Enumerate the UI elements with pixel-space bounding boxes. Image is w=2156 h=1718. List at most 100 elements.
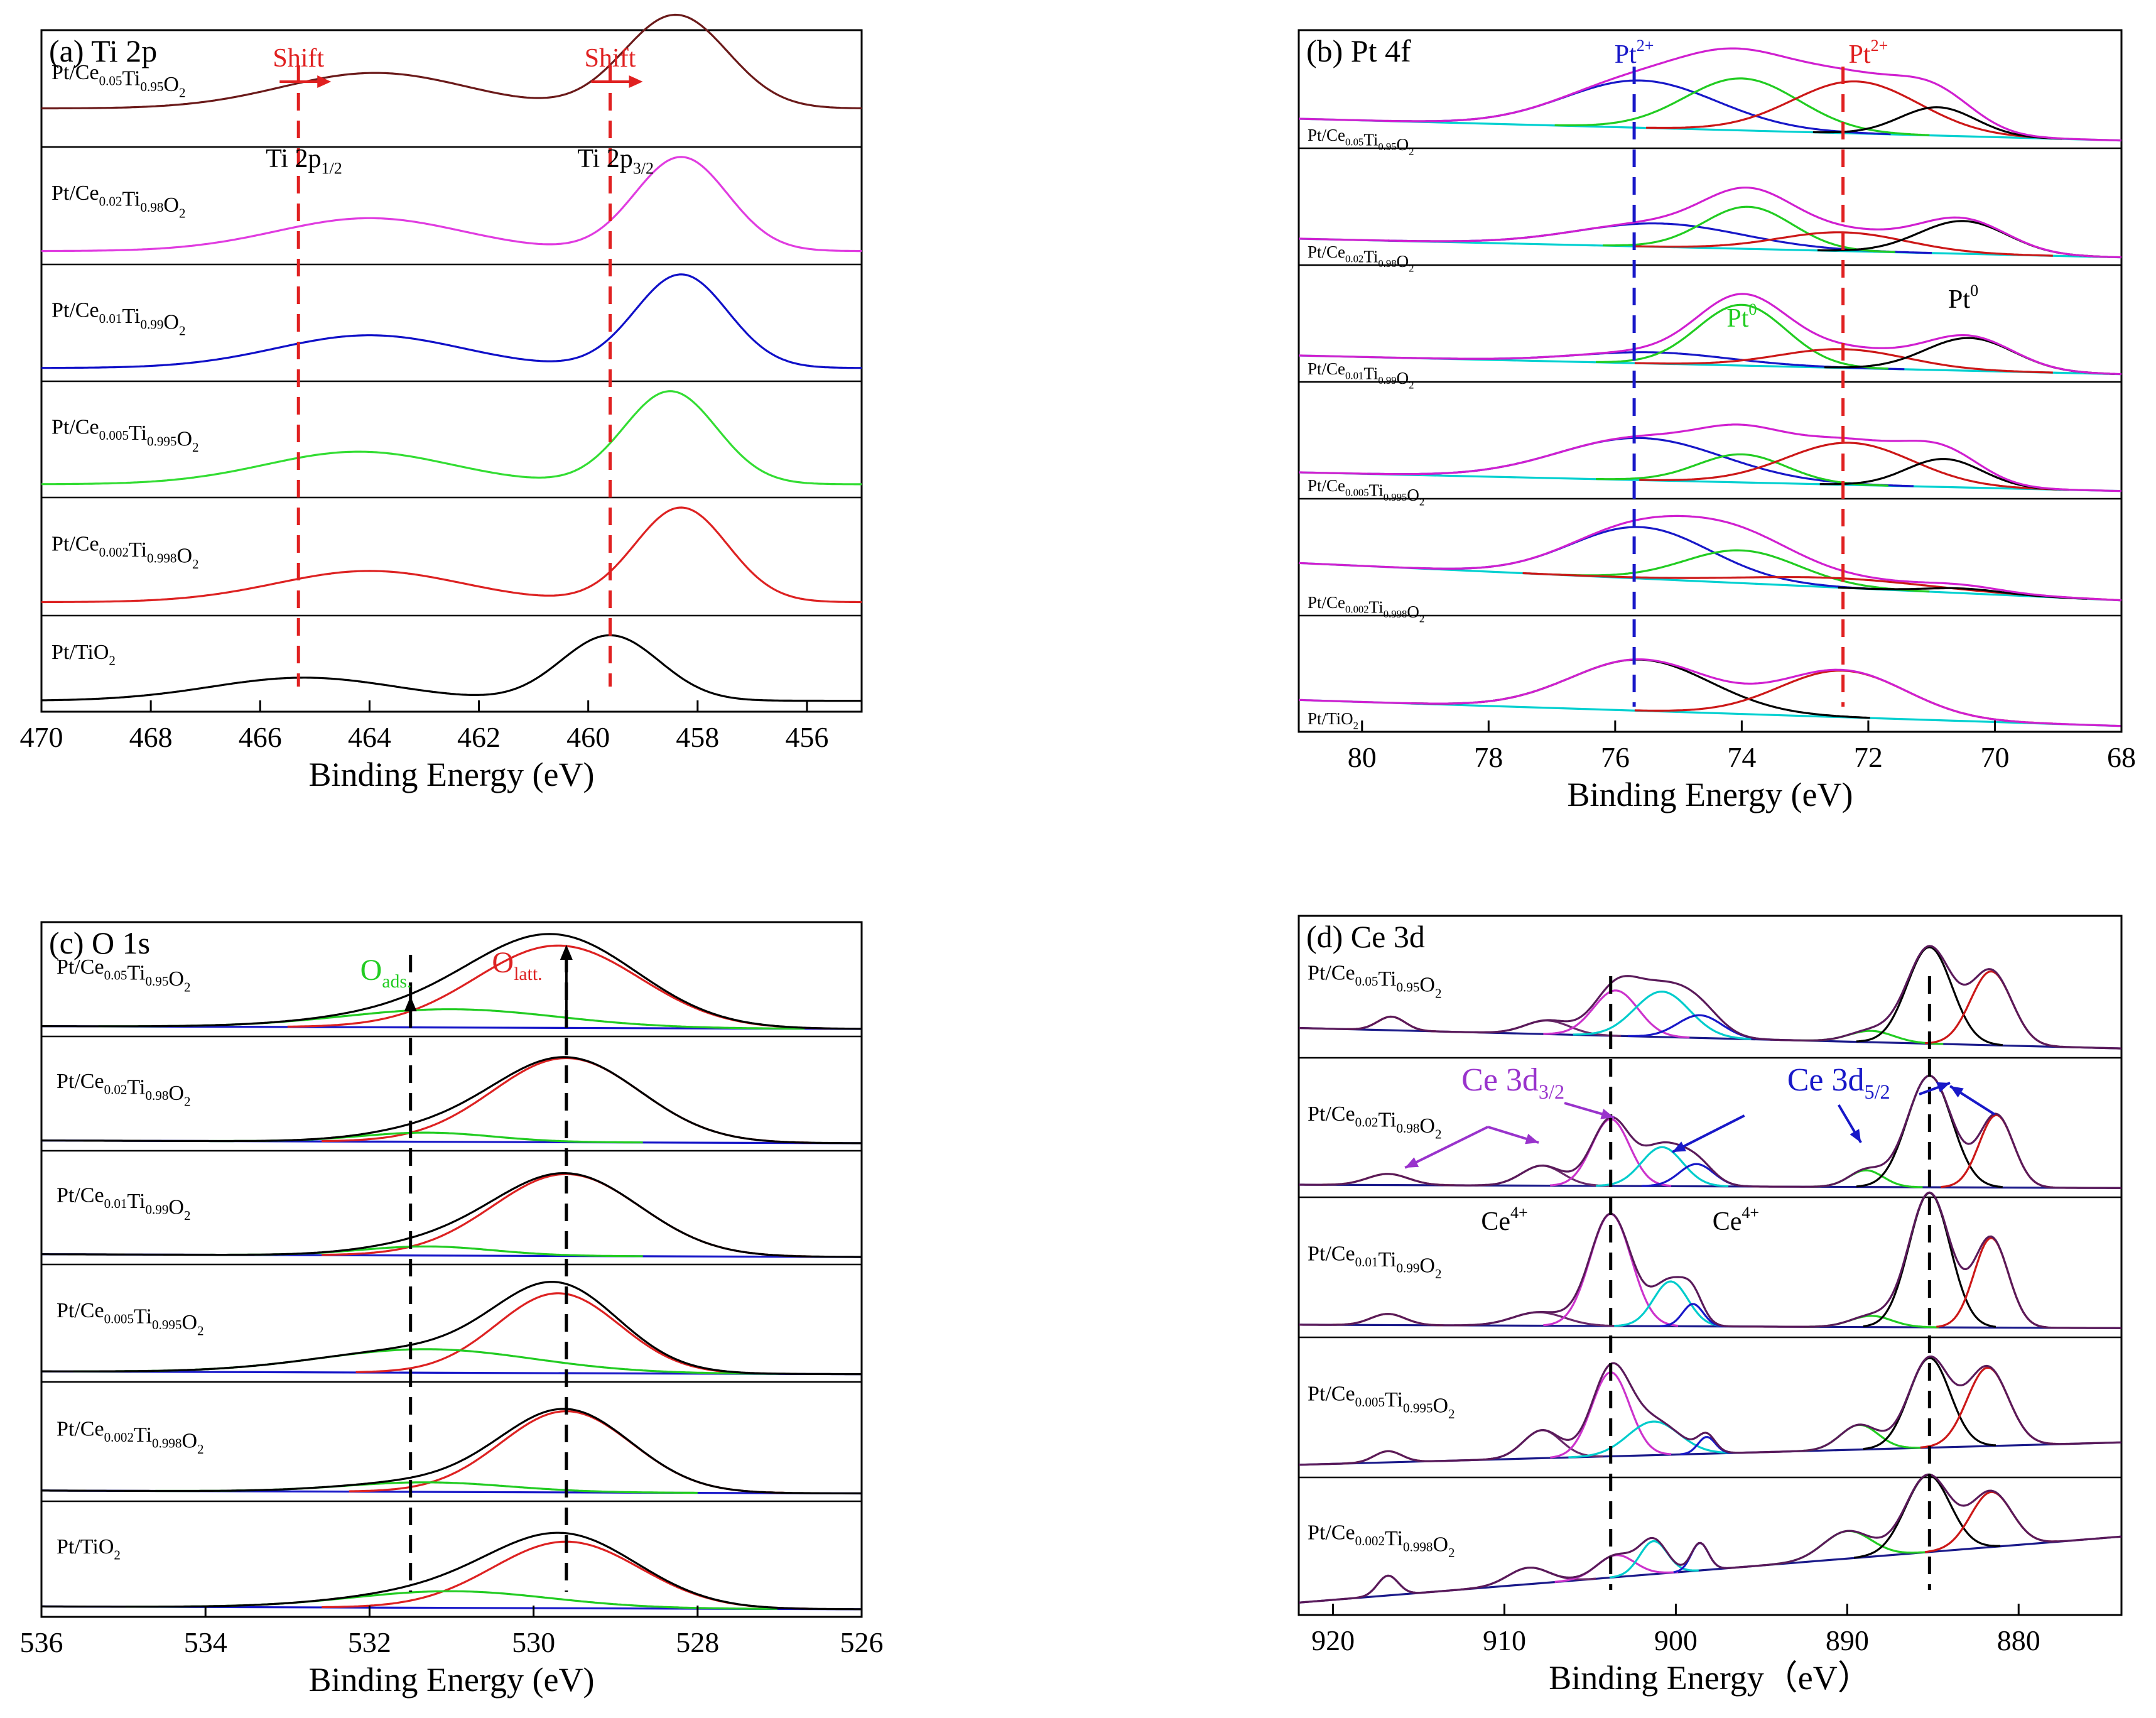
envelope-line — [1298, 1355, 2122, 1466]
fit-component-line — [1568, 1420, 1738, 1459]
sample-label: Pt/Ce0.01Ti0.99O2 — [1308, 359, 1414, 391]
envelope-line — [1298, 47, 2122, 142]
sample-label: Pt/Ce0.002Ti0.998O2 — [51, 533, 199, 572]
envelope-line — [41, 1172, 862, 1258]
peak-arrow-head — [560, 945, 573, 960]
envelope-line — [41, 1408, 862, 1495]
x-tick-label: 910 — [1483, 1624, 1526, 1656]
annotation-label: Olatt. — [492, 946, 542, 984]
peak-arrow-head — [404, 996, 417, 1011]
fit-component-line — [1925, 970, 2058, 1048]
sample-5: Pt/TiO2 — [1298, 658, 2122, 732]
fit-component-line — [1596, 303, 1888, 370]
annotation-label: Pt2+ — [1615, 36, 1654, 69]
fit-component-line — [1543, 989, 1690, 1039]
x-axis-label: Binding Energy (eV) — [309, 1661, 595, 1699]
assignment-arrow-head — [1405, 1157, 1419, 1168]
sample-label: Pt/TiO2 — [1308, 709, 1358, 732]
fit-component-line — [1596, 453, 1888, 487]
fit-component-line — [1614, 1280, 1726, 1327]
assignment-arrow-head — [1850, 1129, 1861, 1143]
envelope-line — [1298, 945, 2122, 1050]
assignment-arrow — [1672, 1114, 1745, 1153]
assignment-arrow — [1404, 1126, 1489, 1169]
assignment-arrow-head — [1525, 1133, 1539, 1144]
envelope-line — [41, 1281, 862, 1376]
sample-4: Pt/Ce0.002Ti0.998O2 — [41, 1408, 862, 1495]
envelope-line — [41, 933, 862, 1030]
background-line — [1298, 1324, 2122, 1329]
x-tick-label: 528 — [676, 1626, 719, 1658]
panel-0: Pt/Ce0.05Ti0.95O2 Pt/Ce0.02Ti0.98O2 Pt/Ce0… — [20, 13, 863, 793]
sample-label: Pt/Ce0.02Ti0.98O2 — [51, 182, 186, 221]
x-tick-label: 468 — [129, 721, 173, 753]
envelope-line — [1299, 293, 2122, 376]
shift-arrow-head — [629, 75, 643, 88]
sample-4: Pt/Ce0.002Ti0.998O2 — [1298, 1473, 2122, 1604]
annotation-label: Ce 3d5/2 — [1787, 1062, 1890, 1103]
x-tick-label: 72 — [1854, 741, 1883, 773]
x-tick-label: 462 — [457, 721, 501, 753]
x-tick-label: 900 — [1654, 1624, 1698, 1656]
plot-frame — [1297, 29, 2123, 733]
fit-component-line — [1603, 205, 1895, 253]
sample-label: Pt/Ce0.005Ti0.995O2 — [51, 415, 199, 455]
annotation-label: Ti 2p1/2 — [266, 144, 342, 178]
assignment-arrow-head — [1600, 1109, 1615, 1119]
sample-1: Pt/Ce0.02Ti0.98O2 — [1298, 187, 2122, 275]
x-axis-label: Binding Energy (eV) — [309, 756, 595, 793]
envelope-line — [1299, 1074, 2121, 1189]
sample-2: Pt/Ce0.01Ti0.99O2 — [41, 1172, 862, 1258]
sample-3: Pt/Ce0.005Ti0.995O2 — [41, 390, 862, 486]
fit-component-line — [1554, 549, 1930, 593]
sample-0: Pt/Ce0.05Ti0.95O2 — [1298, 945, 2122, 1050]
sample-1: Pt/Ce0.02Ti0.98O2 — [1298, 1074, 2122, 1189]
x-tick-label: 526 — [840, 1626, 884, 1658]
annotation-label: Shift — [273, 44, 324, 73]
plot-frame — [1297, 915, 2123, 1616]
envelope-line — [1298, 658, 2122, 727]
sample-label: Pt/Ce0.05Ti0.95O2 — [1308, 126, 1414, 158]
panel-3: Pt/Ce0.05Ti0.95O2 Pt/Ce0.02Ti0.98O2 Pt/Ce0… — [1297, 915, 2123, 1697]
sample-label: Pt/Ce0.05Ti0.95O2 — [51, 61, 186, 101]
x-axis-label: Binding Energy (eV) — [1568, 776, 1853, 813]
fit-component-line — [1646, 80, 2065, 140]
fit-component-line — [1673, 1541, 1726, 1574]
envelope-line — [41, 1056, 862, 1144]
spectrum-line — [41, 273, 862, 369]
fit-component-line — [1769, 1530, 1926, 1566]
annotation-label: Shift — [585, 44, 636, 73]
envelope-line — [1299, 1191, 2121, 1329]
panel-title: (c) O 1s — [49, 925, 150, 960]
panel-title: (d) Ce 3d — [1306, 919, 1425, 954]
sample-4: Pt/Ce0.002Ti0.998O2 — [1298, 514, 2122, 625]
x-tick-label: 74 — [1727, 741, 1756, 773]
x-tick-label: 890 — [1826, 1624, 1869, 1656]
sample-5: Pt/TiO2 — [41, 1531, 862, 1611]
annotation-label: Oads. — [360, 954, 412, 992]
sample-5: Pt/TiO2 — [41, 634, 862, 702]
sample-2: Pt/Ce0.01Ti0.99O2 — [1298, 293, 2122, 391]
x-tick-label: 70 — [1980, 741, 2009, 773]
x-tick-label: 530 — [512, 1626, 555, 1658]
shift-arrow-head — [317, 75, 332, 88]
sample-label: Pt/Ce0.05Ti0.95O2 — [57, 955, 191, 995]
annotation-label: Ce 3d3/2 — [1461, 1062, 1564, 1103]
envelope-line — [1299, 423, 2122, 492]
plot-frame — [40, 29, 863, 713]
fit-component-line — [1863, 1357, 1996, 1450]
panel-title: (a) Ti 2p — [49, 33, 157, 68]
fit-component-line — [1797, 1423, 1920, 1452]
sample-label: Pt/Ce0.05Ti0.95O2 — [1308, 962, 1442, 1001]
fit-component-line — [1475, 1165, 1610, 1187]
sample-label: Pt/Ce0.01Ti0.99O2 — [51, 299, 186, 339]
fit-component-line — [1941, 1114, 2053, 1188]
sample-label: Pt/Ce0.002Ti0.998O2 — [57, 1418, 204, 1457]
sample-2: Pt/Ce0.01Ti0.99O2 — [1298, 1191, 2122, 1329]
annotation-label: Ce4+ — [1481, 1204, 1527, 1236]
assignment-arrow-head — [1672, 1141, 1686, 1152]
fit-component-line — [1920, 1366, 2056, 1449]
envelope-line — [1298, 514, 2122, 602]
sample-3: Pt/Ce0.005Ti0.995O2 — [1298, 1355, 2122, 1466]
annotation-label: Pt0 — [1726, 300, 1757, 333]
